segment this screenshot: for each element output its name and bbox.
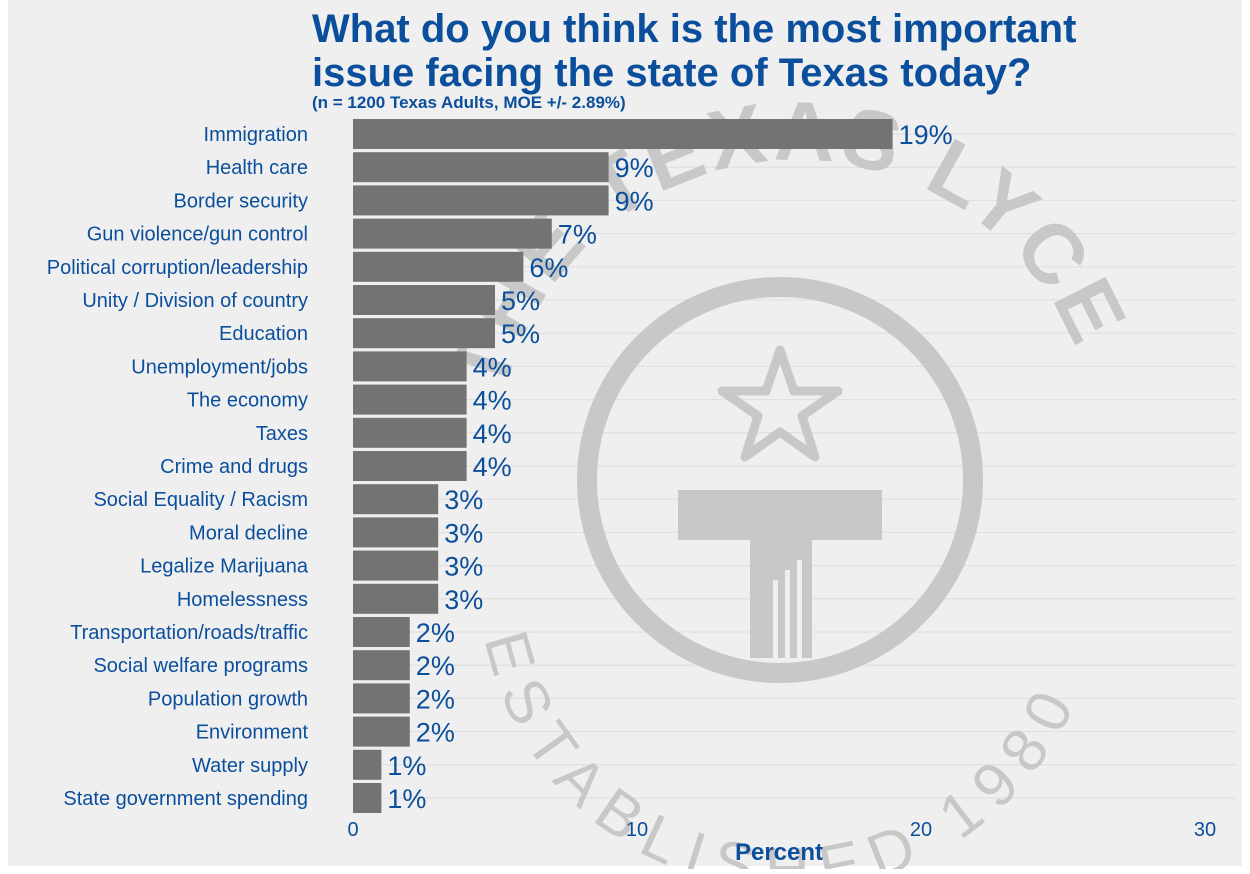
watermark-t-stripe [773, 580, 778, 658]
data-label: 4% [473, 452, 512, 482]
category-label: Population growth [148, 688, 308, 710]
x-axis-label: Percent [735, 839, 823, 866]
category-label: Water supply [192, 755, 308, 777]
data-label: 2% [416, 618, 455, 648]
chart-title-line-1: What do you think is the most important [312, 7, 1076, 51]
category-label: Health care [206, 157, 308, 179]
bar [353, 550, 439, 581]
bar [353, 152, 609, 183]
data-label: 7% [558, 220, 597, 250]
category-label: Environment [196, 722, 309, 744]
category-label: Unemployment/jobs [131, 356, 308, 378]
chart-title-line-2: issue facing the state of Texas today? [312, 51, 1031, 95]
data-label: 1% [387, 751, 426, 781]
data-label: 2% [416, 718, 455, 748]
data-label: 4% [473, 419, 512, 449]
bar [353, 318, 495, 349]
watermark-t-stripe [785, 570, 790, 658]
category-label: Crime and drugs [160, 456, 308, 478]
category-label: Gun violence/gun control [87, 224, 308, 246]
data-label: 9% [615, 186, 654, 216]
bar [353, 119, 893, 149]
bar [353, 218, 552, 249]
data-labels: 19%9%9%7%6%5%5%4%4%4%4%3%3%3%3%2%2%2%2%1… [387, 120, 952, 814]
x-tick-label: 20 [910, 819, 932, 841]
data-label: 6% [529, 253, 568, 283]
category-label: Immigration [204, 124, 308, 146]
data-label: 9% [615, 153, 654, 183]
category-label: Border security [174, 190, 309, 212]
category-label: The economy [187, 390, 308, 412]
bar [353, 251, 524, 282]
data-label: 1% [387, 784, 426, 814]
bar [353, 583, 439, 614]
chart-subtitle: (n = 1200 Texas Adults, MOE +/- 2.89%) [312, 93, 626, 112]
category-label: State government spending [63, 788, 308, 810]
data-label: 3% [444, 485, 483, 515]
category-label: Unity / Division of country [82, 290, 308, 312]
data-label: 4% [473, 386, 512, 416]
category-label: Social Equality / Racism [93, 489, 308, 511]
bar [353, 683, 410, 714]
bar [353, 517, 439, 548]
watermark-ring [577, 277, 983, 683]
bar [353, 749, 382, 780]
data-label: 5% [501, 319, 540, 349]
watermark-t-icon [678, 490, 882, 658]
x-tick-label: 30 [1194, 819, 1216, 841]
watermark-star-icon [717, 345, 843, 462]
bar [353, 285, 495, 315]
category-label: Legalize Marijuana [140, 556, 309, 578]
watermark-t-stripe [797, 560, 802, 658]
bar [353, 185, 609, 216]
bars [353, 119, 893, 813]
data-label: 5% [501, 286, 540, 316]
category-label: Taxes [256, 423, 308, 445]
x-tick-label: 10 [626, 819, 648, 841]
category-label: Education [219, 323, 308, 345]
bar [353, 617, 410, 647]
bar [353, 384, 467, 415]
bar [353, 716, 410, 747]
data-label: 19% [899, 120, 953, 150]
data-label: 2% [416, 651, 455, 681]
bar [353, 351, 467, 382]
category-label: Social welfare programs [93, 655, 308, 677]
x-tick-label: 0 [347, 819, 358, 841]
category-label: Political corruption/leadership [47, 257, 308, 279]
bar [353, 451, 467, 481]
category-label: Moral decline [189, 522, 308, 544]
data-label: 2% [416, 684, 455, 714]
bar [353, 650, 410, 681]
x-axis-ticks: 0 10 20 30 [347, 819, 1216, 841]
data-label: 4% [473, 352, 512, 382]
data-label: 3% [444, 585, 483, 615]
data-label: 3% [444, 552, 483, 582]
bar [353, 417, 467, 448]
bar [353, 783, 382, 813]
category-label: Transportation/roads/traffic [70, 622, 308, 644]
bar [353, 484, 439, 515]
category-label: Homelessness [177, 589, 308, 611]
data-label: 3% [444, 518, 483, 548]
category-labels: Immigration Health care Border security Gun… [47, 124, 309, 810]
